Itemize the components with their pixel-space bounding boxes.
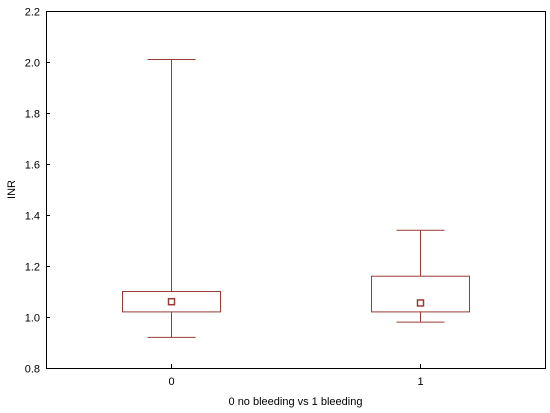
box-group-1: [371, 229, 470, 323]
x-tick-label: 0: [168, 376, 174, 388]
median-marker: [416, 299, 425, 307]
y-tick-label: 1.6: [25, 160, 40, 172]
y-tick-label: 2.2: [25, 7, 40, 19]
y-axis-ticks: 0.8 1.0 1.2 1.4 1.6 1.8 2.0 2.2: [25, 7, 50, 376]
x-tick-label: 1: [417, 376, 423, 388]
median-marker: [167, 297, 176, 306]
y-tick-label: 1.4: [25, 211, 40, 223]
x-axis-label: 0 no bleeding vs 1 bleeding: [229, 396, 363, 408]
y-tick-label: 1.0: [25, 313, 40, 325]
y-tick-label: 0.8: [25, 364, 40, 376]
box-series: [122, 58, 470, 338]
y-axis-label: INR: [6, 180, 18, 199]
y-tick-label: 1.2: [25, 262, 40, 274]
y-tick-label: 2.0: [25, 58, 40, 70]
y-tick-label: 1.8: [25, 109, 40, 121]
plot-area-frame: [46, 11, 546, 369]
box-group-0: [122, 58, 221, 338]
